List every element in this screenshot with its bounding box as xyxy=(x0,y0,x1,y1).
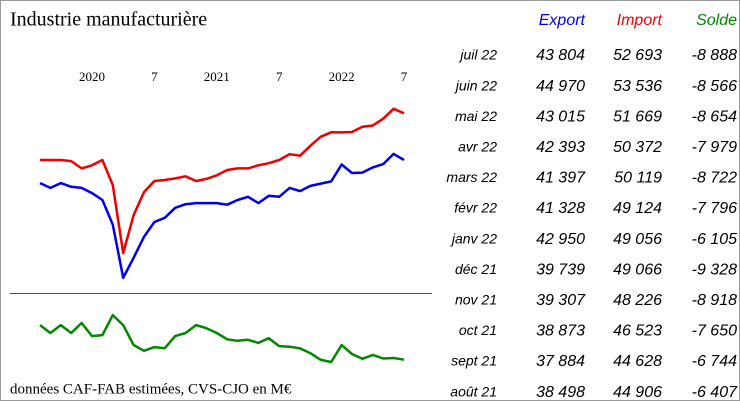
cell: 39 739 xyxy=(536,261,585,278)
cell: 44 906 xyxy=(613,384,662,401)
row-label: déc 21 xyxy=(455,261,497,277)
note: données CAF-FAB estimées, CVS-CJO en M€ xyxy=(10,381,292,397)
row-label: juin 22 xyxy=(454,77,497,93)
cell: 50 372 xyxy=(613,139,662,156)
column-header: Import xyxy=(617,12,663,29)
cell: -8 654 xyxy=(692,108,737,125)
cell: 38 873 xyxy=(536,323,585,340)
row-label: août 21 xyxy=(450,383,497,399)
x-tick-label: 2022 xyxy=(329,69,355,84)
x-tick-label: 7 xyxy=(401,69,408,84)
cell: -7 979 xyxy=(692,139,737,156)
row-label: mars 22 xyxy=(446,169,497,185)
cell: -6 407 xyxy=(692,384,738,401)
cell: 52 693 xyxy=(613,47,662,64)
chart-title: Industrie manufacturière xyxy=(10,9,207,31)
line-export xyxy=(39,152,405,280)
cell: -8 918 xyxy=(692,292,737,309)
cell: 46 523 xyxy=(613,323,662,340)
cell: -8 566 xyxy=(692,78,737,95)
x-tick-label: 2020 xyxy=(79,69,105,84)
x-tick-label: 7 xyxy=(151,69,158,84)
row-label: juil 22 xyxy=(458,47,497,63)
row-label: janv 22 xyxy=(450,230,497,246)
column-header: Solde xyxy=(696,12,737,29)
cell: 48 226 xyxy=(613,292,662,309)
cell: 44 628 xyxy=(613,353,662,370)
cell: 41 397 xyxy=(536,170,586,187)
cell: 38 498 xyxy=(536,384,585,401)
x-tick-label: 2021 xyxy=(204,69,230,84)
line-import xyxy=(40,107,405,255)
cell: -7 796 xyxy=(692,200,737,217)
row-label: oct 21 xyxy=(459,322,497,338)
cell: 42 393 xyxy=(536,139,585,156)
cell: -7 650 xyxy=(692,323,737,340)
cell: 49 056 xyxy=(613,231,662,248)
cell: 44 970 xyxy=(536,78,585,95)
cell: 41 328 xyxy=(536,200,585,217)
cell: -9 328 xyxy=(692,261,737,278)
cell: 43 804 xyxy=(536,47,585,64)
cell: -8 722 xyxy=(692,170,737,187)
line-solde xyxy=(39,313,405,364)
cell: 50 119 xyxy=(614,170,662,187)
cell: -6 105 xyxy=(692,231,737,248)
cell: -8 888 xyxy=(692,47,737,64)
row-label: févr 22 xyxy=(454,200,497,216)
cell: 53 536 xyxy=(613,78,662,95)
cell: 49 066 xyxy=(613,261,662,278)
cell: -6 744 xyxy=(692,353,737,370)
column-header: Export xyxy=(539,12,586,29)
cell: 49 124 xyxy=(613,200,662,217)
cell: 39 307 xyxy=(536,292,586,309)
x-tick-label: 7 xyxy=(276,69,283,84)
row-label: avr 22 xyxy=(458,139,497,155)
cell: 43 015 xyxy=(536,108,585,125)
cell: 37 884 xyxy=(536,353,585,370)
row-label: nov 21 xyxy=(455,292,497,308)
cell: 42 950 xyxy=(536,231,585,248)
row-label: sept 21 xyxy=(451,353,497,369)
row-label: mai 22 xyxy=(455,108,497,124)
cell: 51 669 xyxy=(613,108,662,125)
